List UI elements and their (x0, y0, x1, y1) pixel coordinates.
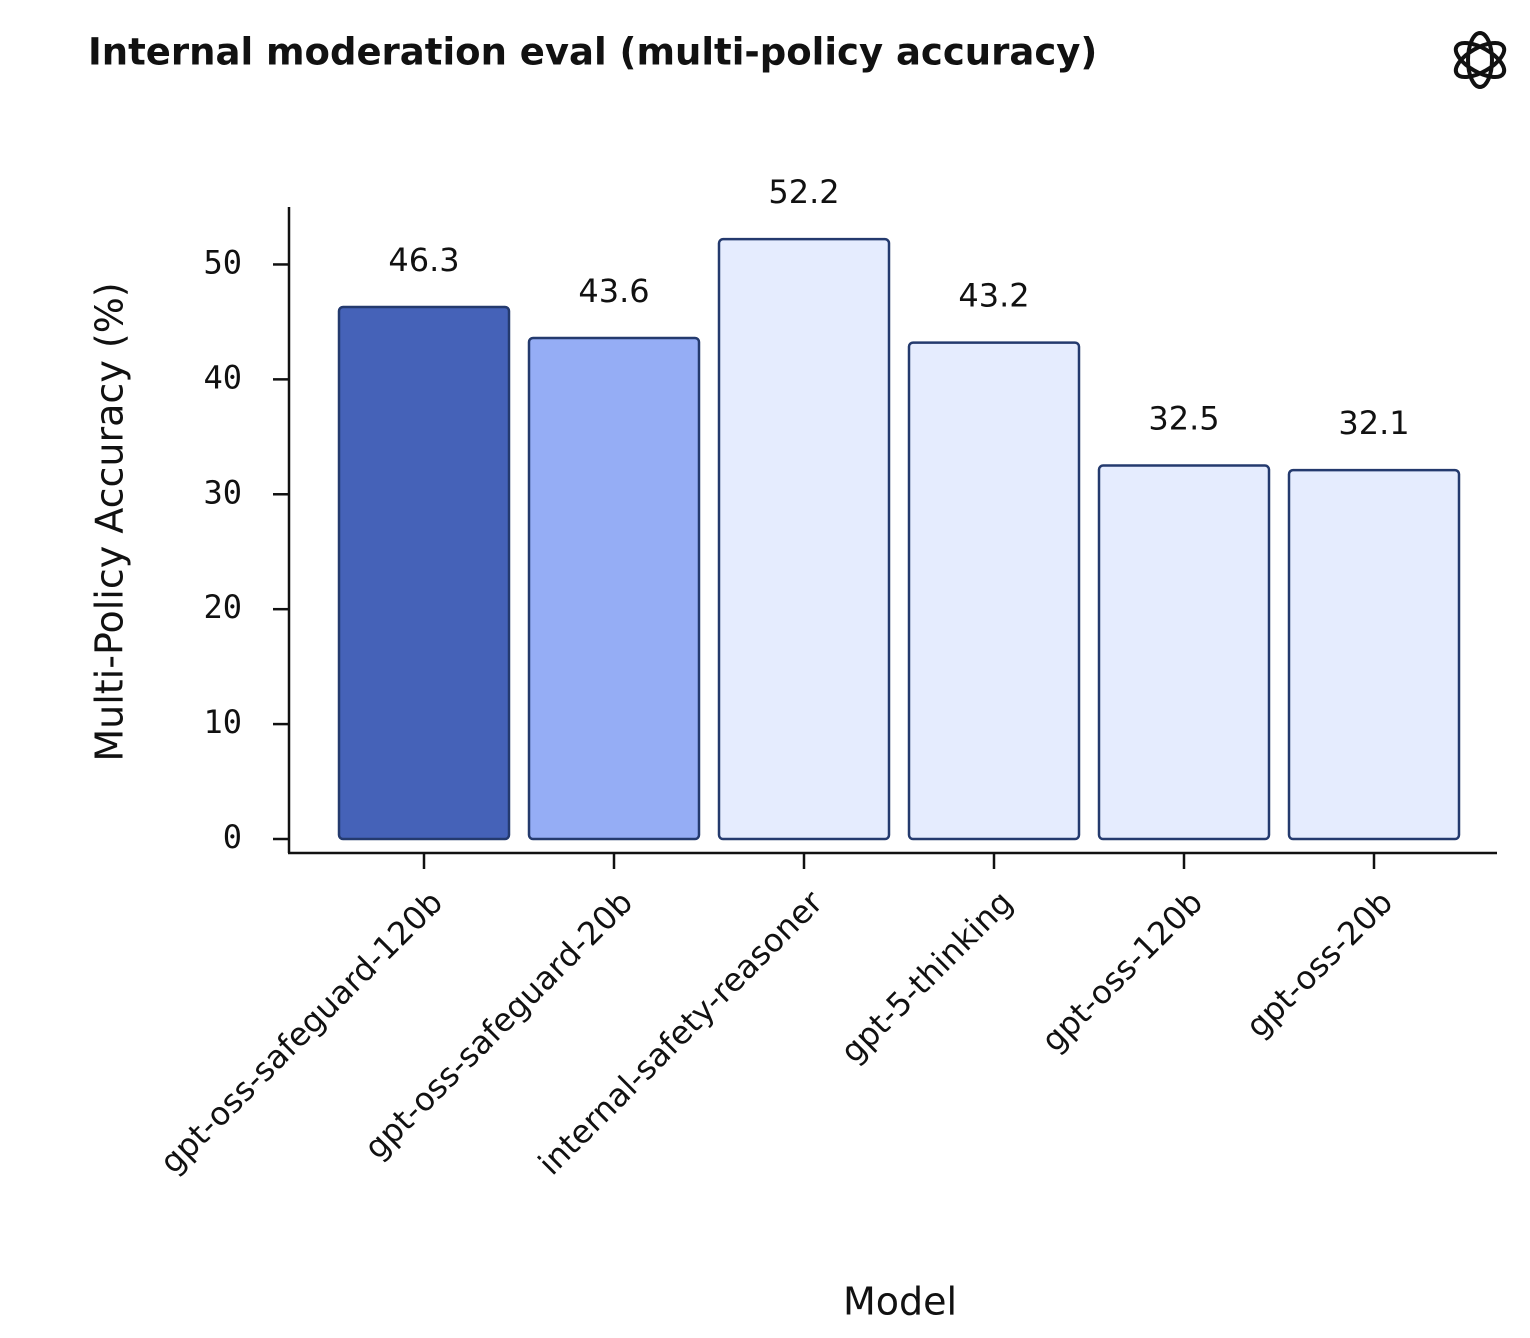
bar (1097, 464, 1271, 841)
bar (1287, 468, 1461, 841)
chart-title: Internal moderation eval (multi-policy a… (88, 31, 1097, 74)
x-axis-label: Model (843, 1280, 957, 1324)
value-label: 46.3 (388, 241, 459, 279)
value-label: 32.1 (1338, 404, 1409, 442)
bar (337, 305, 511, 841)
y-tick-label: 30 (203, 473, 242, 511)
value-label: 52.2 (768, 173, 839, 211)
value-label: 43.2 (958, 277, 1029, 315)
bar (717, 237, 891, 841)
bar (527, 336, 701, 841)
y-axis-label: Multi-Policy Accuracy (%) (88, 282, 132, 761)
y-tick-label: 0 (223, 818, 242, 856)
bar (907, 341, 1081, 841)
x-tick-label: gpt-oss-120b (1034, 883, 1210, 1059)
y-tick-label: 20 (203, 588, 242, 626)
x-tick-label: gpt-5-thinking (833, 883, 1020, 1070)
y-tick-label: 10 (203, 703, 242, 741)
y-tick-label: 40 (203, 358, 242, 396)
x-tick-label: gpt-oss-20b (1238, 883, 1400, 1045)
value-label: 43.6 (578, 272, 649, 310)
value-label: 32.5 (1148, 400, 1219, 438)
y-tick-label: 50 (203, 243, 242, 281)
logo (1453, 31, 1507, 89)
